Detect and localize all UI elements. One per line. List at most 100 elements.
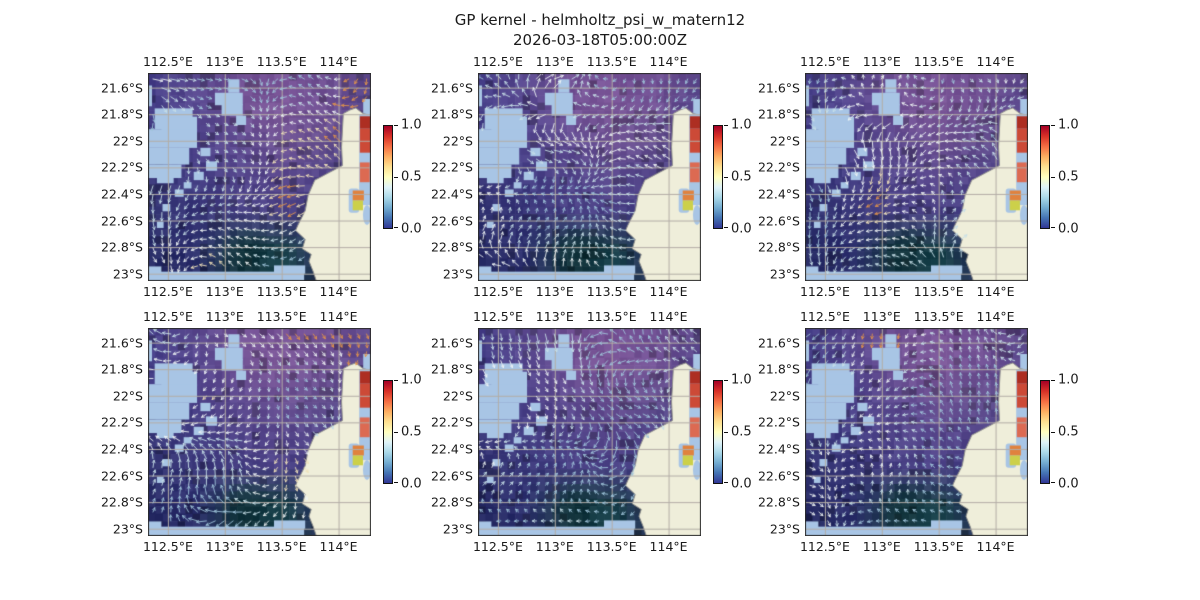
- colorbar-tick: [394, 380, 398, 381]
- colorbar: 1.0 0.5 0.0: [383, 373, 422, 492]
- x-tick-label: 114°E: [319, 54, 358, 69]
- x-tick-label: 114°E: [319, 284, 358, 299]
- colorbar-tick-label: 0.5: [1058, 424, 1079, 440]
- y-tick-label: 22.2°S: [100, 414, 143, 430]
- colorbar-tick: [1051, 176, 1055, 178]
- colorbar-tick-label: 0.5: [401, 169, 422, 185]
- colorbar-gradient: [1040, 380, 1050, 484]
- colorbar-tick-label: 1.0: [1058, 117, 1079, 133]
- colorbar-tick: [394, 431, 398, 433]
- x-tick-label: 112.5°E: [142, 539, 193, 554]
- colorbar-tick-label: 0.0: [1058, 476, 1079, 492]
- x-tick-label: 113.5°E: [586, 54, 637, 69]
- y-tick-label: 22.2°S: [757, 159, 800, 175]
- x-tick-label: 113.5°E: [586, 309, 637, 324]
- y-tick-label: 22.4°S: [430, 441, 473, 457]
- x-tick-label: 112.5°E: [472, 309, 523, 324]
- x-tick-label: 114°E: [976, 309, 1015, 324]
- y-tick-label: 22°S: [442, 388, 473, 404]
- x-tick-label: 112.5°E: [142, 54, 193, 69]
- colorbar-tick: [724, 227, 728, 228]
- x-tick-label: 113.5°E: [256, 539, 307, 554]
- colorbar: 1.0 0.5 0.0: [713, 373, 752, 492]
- x-tick-label: 113.5°E: [256, 284, 307, 299]
- x-tick-label: 114°E: [649, 309, 688, 324]
- y-tick-label: 23°S: [769, 521, 800, 537]
- x-tick-label: 114°E: [649, 54, 688, 69]
- x-tick-label: 112.5°E: [799, 284, 850, 299]
- map-canvas: [478, 328, 701, 536]
- y-tick-label: 22.2°S: [430, 414, 473, 430]
- y-tick-label: 22.8°S: [430, 494, 473, 510]
- colorbar-gradient: [383, 125, 393, 229]
- x-tick-label: 112.5°E: [799, 309, 850, 324]
- x-tick-label: 114°E: [649, 284, 688, 299]
- colorbar-gradient: [383, 380, 393, 484]
- y-tick-label: 23°S: [769, 266, 800, 282]
- x-tick-label: 113°E: [862, 309, 901, 324]
- x-tick-label: 113.5°E: [256, 309, 307, 324]
- figure-title: GP kernel - helmholtz_psi_w_matern12: [454, 11, 746, 29]
- y-tick-label: 22°S: [769, 388, 800, 404]
- y-tick-label: 22.6°S: [757, 213, 800, 229]
- x-tick-label: 113°E: [205, 539, 244, 554]
- x-tick-label: 113.5°E: [913, 54, 964, 69]
- x-tick-label: 113°E: [862, 539, 901, 554]
- y-tick-label: 22.4°S: [757, 186, 800, 202]
- map-panel-r2c1: 112.5°E 112.5°E 113°E 113°E 113.5°E 113.5°E 11…: [101, 309, 422, 554]
- colorbar-gradient: [713, 125, 723, 229]
- colorbar-tick: [394, 176, 398, 178]
- x-tick-label: 114°E: [649, 539, 688, 554]
- colorbar-tick: [1051, 380, 1055, 381]
- y-tick-label: 22.6°S: [100, 213, 143, 229]
- x-tick-label: 112.5°E: [472, 54, 523, 69]
- figure-subtitle: 2026-03-18T05:00:00Z: [513, 31, 687, 49]
- y-tick-label: 21.6°S: [430, 80, 473, 96]
- x-tick-label: 112.5°E: [142, 309, 193, 324]
- map-canvas: [148, 328, 371, 536]
- colorbar-tick-label: 0.5: [401, 424, 422, 440]
- colorbar-tick: [724, 380, 728, 381]
- x-tick-label: 112.5°E: [799, 54, 850, 69]
- y-tick-label: 22.8°S: [430, 239, 473, 255]
- y-tick-label: 22.8°S: [757, 239, 800, 255]
- x-tick-label: 114°E: [976, 54, 1015, 69]
- y-tick-label: 21.6°S: [757, 335, 800, 351]
- y-tick-label: 21.8°S: [430, 106, 473, 122]
- y-tick-label: 22.8°S: [100, 494, 143, 510]
- y-tick-label: 21.8°S: [100, 361, 143, 377]
- y-tick-label: 21.8°S: [757, 106, 800, 122]
- x-tick-label: 113°E: [205, 54, 244, 69]
- x-tick-label: 114°E: [319, 539, 358, 554]
- y-tick-label: 21.8°S: [100, 106, 143, 122]
- y-tick-label: 23°S: [442, 266, 473, 282]
- y-tick-label: 22.6°S: [430, 468, 473, 484]
- y-tick-label: 22.4°S: [430, 186, 473, 202]
- x-tick-label: 113.5°E: [586, 284, 637, 299]
- colorbar-tick: [1051, 227, 1055, 228]
- x-tick-label: 113°E: [862, 54, 901, 69]
- colorbar-tick-label: 0.5: [731, 169, 752, 185]
- map-panel-r2c2: 112.5°E 112.5°E 113°E 113°E 113.5°E 113.5°E 11…: [431, 309, 752, 554]
- map-canvas: [148, 73, 371, 281]
- y-tick-label: 22.2°S: [430, 159, 473, 175]
- colorbar-tick: [394, 227, 398, 228]
- x-tick-label: 114°E: [976, 539, 1015, 554]
- y-tick-label: 22.6°S: [430, 213, 473, 229]
- y-tick-label: 21.8°S: [757, 361, 800, 377]
- x-tick-label: 112.5°E: [142, 284, 193, 299]
- map-canvas: [478, 73, 701, 281]
- colorbar-tick: [724, 482, 728, 483]
- y-tick-label: 22°S: [112, 133, 143, 149]
- colorbar-tick-label: 0.0: [401, 476, 422, 492]
- y-tick-label: 22.8°S: [757, 494, 800, 510]
- colorbar-tick: [394, 482, 398, 483]
- x-tick-label: 114°E: [976, 284, 1015, 299]
- x-tick-label: 113.5°E: [586, 539, 637, 554]
- map-panel-r2c3: 112.5°E 112.5°E 113°E 113°E 113.5°E 113.5°E 11…: [758, 309, 1079, 554]
- colorbar: 1.0 0.5 0.0: [713, 118, 752, 237]
- colorbar-tick-label: 0.0: [731, 221, 752, 237]
- y-tick-label: 22.8°S: [100, 239, 143, 255]
- x-tick-label: 113.5°E: [913, 284, 964, 299]
- x-tick-label: 112.5°E: [799, 539, 850, 554]
